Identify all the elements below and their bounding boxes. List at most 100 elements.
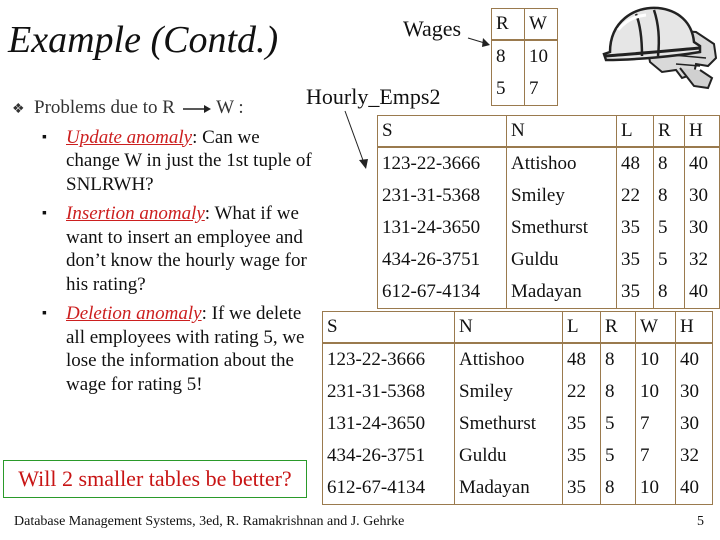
table-cell: 48 bbox=[616, 147, 654, 180]
hourly-pointer-arrow bbox=[344, 110, 368, 169]
table-cell: 7 bbox=[529, 78, 539, 99]
table-row: 612-67-4134 Madayan 35 8 40 bbox=[377, 276, 720, 309]
square-bullet-icon: ▪ bbox=[42, 306, 47, 321]
right-arrow-icon bbox=[182, 104, 211, 113]
table-row: 131-24-3650 Smethurst 35 5 30 bbox=[377, 212, 720, 244]
table-cell: 10 bbox=[635, 376, 676, 408]
table-cell: 35 bbox=[616, 276, 654, 309]
table-cell: 5 bbox=[653, 212, 685, 244]
main-bullet: ❖ Problems due to R W : bbox=[12, 96, 312, 120]
diamond-bullet-icon: ❖ bbox=[12, 102, 25, 117]
table-cell: 35 bbox=[562, 408, 601, 440]
hourly-header-l: L bbox=[616, 115, 654, 148]
table-cell: 131-24-3650 bbox=[322, 408, 455, 440]
table-cell: 231-31-5368 bbox=[322, 376, 455, 408]
table-cell: 40 bbox=[680, 477, 699, 498]
hourly-header-n: N bbox=[506, 115, 617, 148]
hourly-header-r: R bbox=[653, 115, 685, 148]
list-item: ▪ Insertion anomaly: What if we want to … bbox=[12, 202, 312, 296]
hard-hat-gloves-icon bbox=[602, 6, 718, 90]
table-cell: 40 bbox=[680, 349, 699, 370]
table-cell: 30 bbox=[689, 185, 708, 206]
table-cell: Smiley bbox=[506, 180, 617, 212]
page-number: 5 bbox=[697, 514, 704, 529]
table-cell: 22 bbox=[562, 376, 601, 408]
table-cell: 5 bbox=[600, 408, 636, 440]
table-cell: Madayan bbox=[454, 472, 563, 505]
table-row: 231-31-5368 Smiley 22 8 10 30 bbox=[322, 376, 713, 408]
snlrwh-header-h: H bbox=[675, 311, 713, 344]
table-cell: Guldu bbox=[454, 440, 563, 472]
table-cell: 32 bbox=[689, 249, 708, 270]
wages-pointer-arrow bbox=[467, 37, 490, 47]
table-cell: 35 bbox=[562, 440, 601, 472]
table-cell: 7 bbox=[635, 440, 676, 472]
square-bullet-icon: ▪ bbox=[42, 206, 47, 221]
square-bullet-icon: ▪ bbox=[42, 129, 47, 145]
table-cell: 123-22-3666 bbox=[322, 343, 455, 376]
snlrwh-header-n: N bbox=[454, 311, 563, 344]
table-cell: 30 bbox=[680, 413, 699, 434]
table-cell: Attishoo bbox=[506, 147, 617, 180]
snlrwh-header-w: W bbox=[635, 311, 676, 344]
insertion-anomaly-text: : What if we want to insert an employee … bbox=[66, 203, 307, 295]
list-item: ▪ Deletion anomaly: If we delete all emp… bbox=[12, 302, 312, 396]
table-cell: Attishoo bbox=[454, 343, 563, 376]
wages-label: Wages bbox=[403, 16, 462, 41]
table-row: 231-31-5368 Smiley 22 8 30 bbox=[377, 180, 720, 212]
update-anomaly-text: : Can we change W in just the 1st tuple … bbox=[66, 126, 312, 195]
table-cell: 8 bbox=[653, 276, 685, 309]
table-cell: 612-67-4134 bbox=[377, 276, 507, 309]
table-cell: 35 bbox=[616, 212, 654, 244]
table-cell: 123-22-3666 bbox=[377, 147, 507, 180]
table-cell: 434-26-3751 bbox=[322, 440, 455, 472]
snlrwh-table: S N L R W H 123-22-3666 Attishoo 48 8 10… bbox=[322, 311, 713, 505]
table-row: 131-24-3650 Smethurst 35 5 7 30 bbox=[322, 408, 713, 440]
table-cell: 8 bbox=[653, 147, 685, 180]
table-cell: 10 bbox=[635, 343, 676, 376]
snlrwh-header-r: R bbox=[600, 311, 636, 344]
slide-title: Example (Contd.) bbox=[8, 19, 279, 61]
table-cell: 35 bbox=[616, 244, 654, 276]
table-cell: 434-26-3751 bbox=[377, 244, 507, 276]
problems-list: ❖ Problems due to R W : ▪ Update anomaly… bbox=[12, 96, 312, 396]
hourly-header-s: S bbox=[377, 115, 507, 148]
hourly-emps2-table: S N L R H 123-22-3666 Attishoo 48 8 40 2… bbox=[377, 115, 720, 309]
table-cell: 48 bbox=[562, 343, 601, 376]
footer-citation: Database Management Systems, 3ed, R. Ram… bbox=[14, 514, 405, 529]
table-cell: Madayan bbox=[506, 276, 617, 309]
table-cell: 8 bbox=[491, 40, 525, 73]
hourly-header-h: H bbox=[684, 115, 720, 148]
snlrwh-header-l: L bbox=[562, 311, 601, 344]
update-anomaly-term: Update anomaly bbox=[66, 126, 193, 148]
table-cell: 7 bbox=[635, 408, 676, 440]
table-row: 8 10 bbox=[491, 40, 558, 73]
table-row: 612-67-4134 Madayan 35 8 10 40 bbox=[322, 472, 713, 505]
table-cell: 22 bbox=[616, 180, 654, 212]
table-cell: Smiley bbox=[454, 376, 563, 408]
table-cell: 10 bbox=[635, 472, 676, 505]
table-cell: 35 bbox=[562, 472, 601, 505]
table-row: 434-26-3751 Guldu 35 5 7 32 bbox=[322, 440, 713, 472]
table-row: 434-26-3751 Guldu 35 5 32 bbox=[377, 244, 720, 276]
deletion-anomaly-term: Deletion anomaly bbox=[66, 303, 202, 324]
table-cell: 8 bbox=[600, 376, 636, 408]
table-cell: 5 bbox=[491, 73, 525, 106]
table-cell: 131-24-3650 bbox=[377, 212, 507, 244]
list-item: ▪ Update anomaly: Can we change W in jus… bbox=[12, 126, 312, 197]
table-cell: 30 bbox=[680, 381, 699, 402]
table-cell: 8 bbox=[653, 180, 685, 212]
insertion-anomaly-term: Insertion anomaly bbox=[66, 203, 205, 224]
table-cell: 10 bbox=[529, 46, 548, 67]
table-cell: Guldu bbox=[506, 244, 617, 276]
table-cell: 5 bbox=[653, 244, 685, 276]
wages-header-r: R bbox=[491, 8, 525, 41]
table-cell: 30 bbox=[689, 217, 708, 238]
table-cell: 32 bbox=[680, 445, 699, 466]
main-bullet-suffix: W : bbox=[211, 97, 244, 118]
wages-header-w: W bbox=[524, 8, 558, 41]
hourly-emps2-label: Hourly_Emps2 bbox=[306, 84, 441, 109]
wages-table: R W 8 10 5 7 bbox=[491, 8, 558, 106]
callout-box: Will 2 smaller tables be better? bbox=[3, 460, 307, 498]
table-cell: 8 bbox=[600, 472, 636, 505]
